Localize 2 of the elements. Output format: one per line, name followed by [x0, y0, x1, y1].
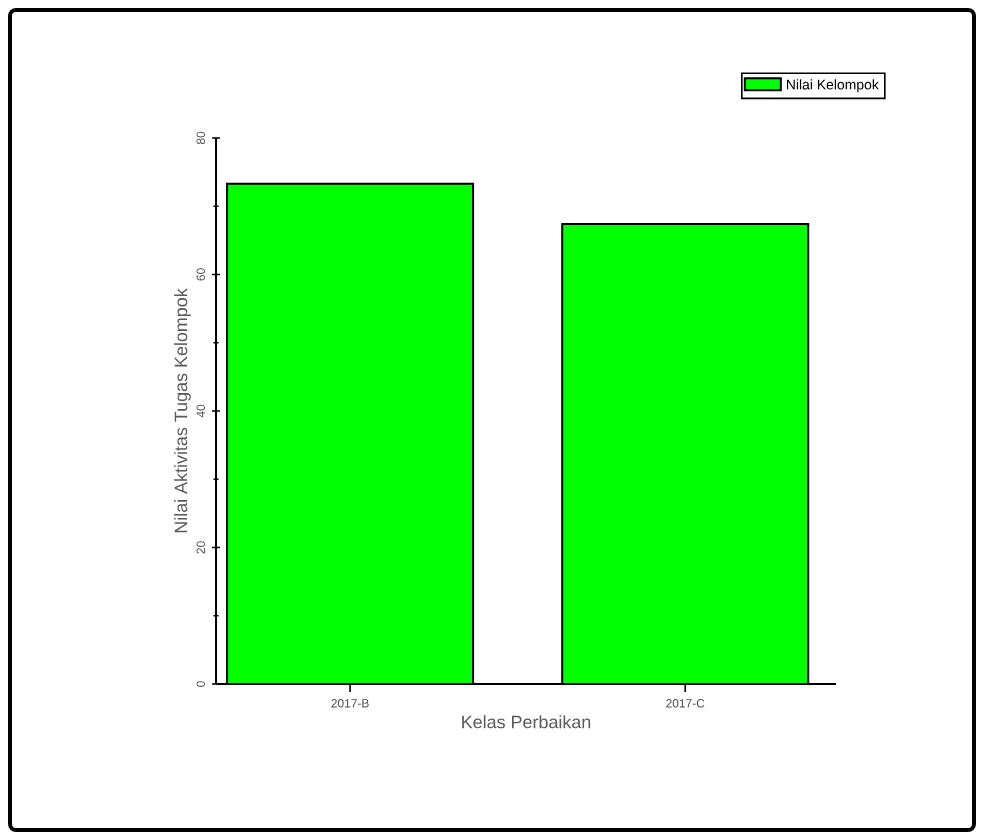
y-axis-title: Nilai Aktivitas Tugas Kelompok [174, 288, 191, 533]
x-axis-title: Kelas Perbaikan [462, 715, 591, 729]
